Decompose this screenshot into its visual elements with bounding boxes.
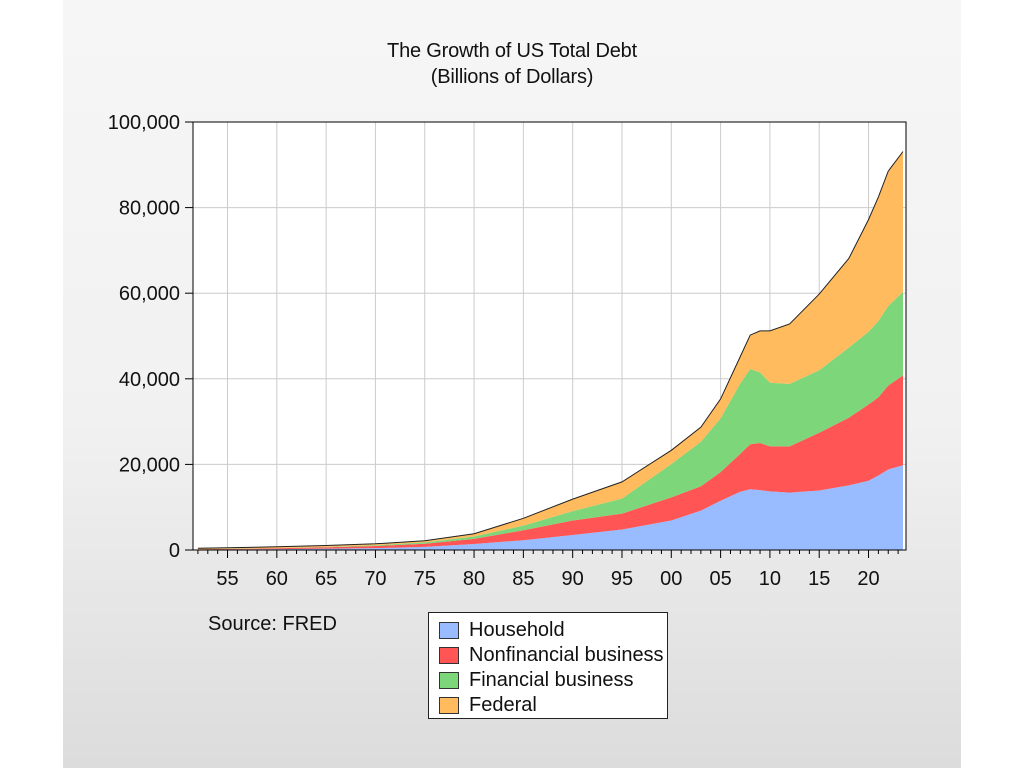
- legend-swatch-nonfinancial: [439, 647, 459, 664]
- legend-item-federal: Federal: [439, 693, 667, 718]
- x-tick-label: 05: [709, 568, 731, 590]
- area-federal: [197, 151, 903, 550]
- x-tick-label: 90: [562, 568, 584, 590]
- y-tick-label: 0: [169, 540, 180, 562]
- y-tick-label: 80,000: [119, 198, 180, 220]
- y-tick-label: 40,000: [119, 369, 180, 391]
- chart-title: The Growth of US Total Debt: [387, 40, 637, 62]
- total-outline: [197, 151, 904, 549]
- y-tick-label: 100,000: [108, 112, 180, 134]
- legend-swatch-financial: [439, 672, 459, 689]
- x-tick-label: 60: [266, 568, 288, 590]
- x-tick-label: 55: [216, 568, 238, 590]
- legend: Household Nonfinancial business Financia…: [428, 612, 668, 719]
- x-tick-label: 95: [611, 568, 633, 590]
- legend-label-financial: Financial business: [469, 669, 634, 691]
- legend-swatch-federal: [439, 697, 459, 714]
- x-tick-label: 80: [463, 568, 485, 590]
- plot-frame: [192, 121, 907, 551]
- x-tick-label: 20: [857, 568, 879, 590]
- x-tick-label: 10: [759, 568, 781, 590]
- x-tick-label: 15: [808, 568, 830, 590]
- area-financial-business: [197, 291, 903, 550]
- legend-item-financial: Financial business: [439, 668, 667, 693]
- legend-item-household: Household: [439, 618, 667, 643]
- x-tick-label: 70: [364, 568, 386, 590]
- x-tick-label: 75: [414, 568, 436, 590]
- area-household: [197, 465, 903, 550]
- legend-label-household: Household: [469, 619, 565, 641]
- x-tick-label: 85: [512, 568, 534, 590]
- legend-label-federal: Federal: [469, 694, 537, 716]
- legend-swatch-household: [439, 622, 459, 639]
- chart-subtitle: (Billions of Dollars): [430, 66, 594, 88]
- legend-item-nonfinancial: Nonfinancial business: [439, 643, 667, 668]
- y-tick-label: 60,000: [119, 283, 180, 305]
- source-note: Source: FRED: [208, 613, 337, 635]
- legend-label-nonfinancial: Nonfinancial business: [469, 644, 664, 666]
- y-tick-label: 20,000: [119, 454, 180, 476]
- x-tick-label: 00: [660, 568, 682, 590]
- x-tick-label: 65: [315, 568, 337, 590]
- area-nonfinancial-business: [197, 375, 903, 550]
